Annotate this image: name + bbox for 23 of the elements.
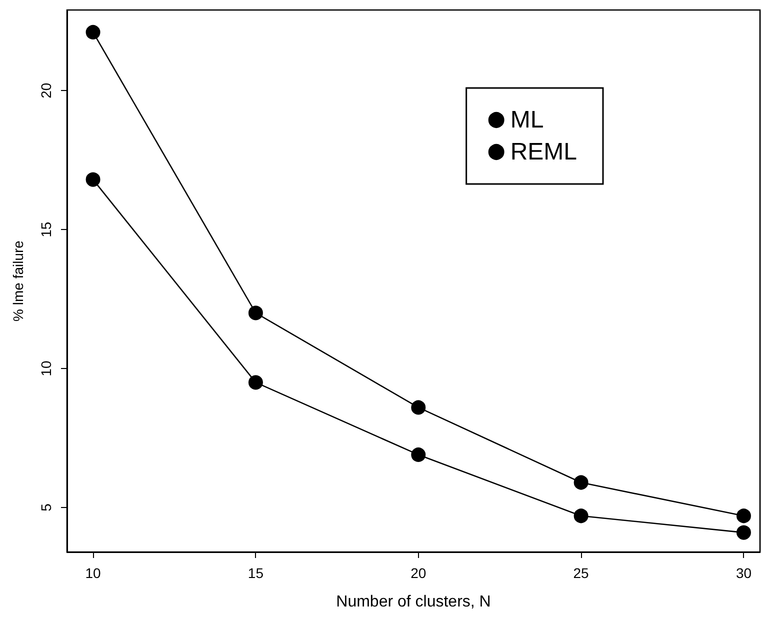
x-tick-label: 10: [85, 565, 102, 581]
y-tick-label: 20: [38, 82, 54, 98]
x-tick-label: 25: [573, 565, 590, 581]
x-tick-label: 15: [248, 565, 264, 581]
legend-label: REML: [510, 138, 578, 166]
x-tick-label: 20: [410, 565, 426, 581]
x-axis-title: Number of clusters, N: [336, 594, 491, 610]
y-tick-label: 5: [38, 503, 54, 512]
point: [248, 375, 263, 390]
legend-label: ML: [510, 106, 544, 134]
point: [411, 447, 426, 462]
y-axis-title: % lme failure: [10, 240, 26, 322]
point: [736, 508, 751, 524]
y-tick-label: 10: [38, 360, 54, 376]
point: [86, 172, 100, 187]
point: [574, 508, 588, 524]
point: [736, 525, 751, 540]
point: [86, 24, 100, 40]
y-tick-label: 15: [38, 222, 54, 238]
point: [248, 306, 263, 320]
x-tick-label: 30: [736, 565, 752, 581]
point: [574, 475, 588, 490]
point: [411, 400, 426, 415]
